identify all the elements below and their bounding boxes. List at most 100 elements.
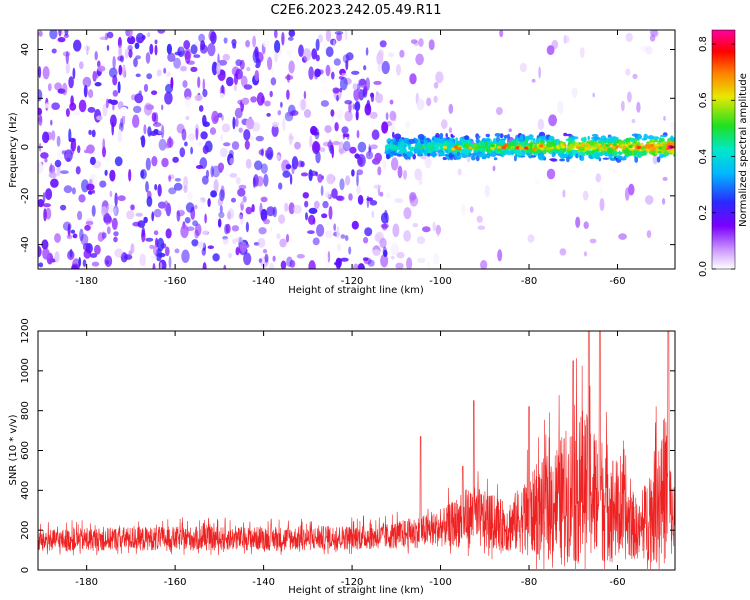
colorbar-tick-label: 0.4: [698, 149, 709, 165]
spectrogram-cell: [269, 226, 273, 233]
spectrogram-cell: [587, 135, 590, 141]
spectrogram-cell: [312, 237, 320, 246]
spectrogram-cell: [82, 76, 92, 88]
spectrogram-cell: [427, 141, 432, 149]
spectrogram-cell: [184, 217, 191, 224]
spectrogram-cell: [63, 185, 73, 194]
spectrogram-cell: [153, 128, 160, 135]
spectrogram-cell: [379, 191, 384, 197]
spectrogram-cell: [557, 100, 564, 115]
spectrogram-cell: [344, 30, 348, 41]
spectrogram-cell: [168, 255, 172, 269]
spectrogram-cell: [289, 174, 293, 185]
spectrogram-cell: [527, 234, 535, 243]
spectrogram-peak: [442, 145, 448, 149]
spectrogram-cell: [45, 188, 53, 201]
spectrogram-cell: [423, 151, 429, 154]
spectrogram-cell: [338, 141, 345, 155]
spectrogram-cell: [183, 176, 189, 189]
spectrogram-cell: [271, 67, 275, 77]
spectrogram-cell: [471, 153, 478, 156]
spectrogram-peak: [611, 145, 616, 149]
spectrogram-cell: [394, 198, 404, 203]
spectrogram-cell: [163, 67, 167, 74]
spectrogram-cell: [220, 134, 223, 141]
spectrogram-cell: [660, 134, 667, 138]
spectrogram-cell: [485, 133, 490, 138]
spectrogram-cell: [389, 99, 394, 105]
spectrogram-cell: [435, 132, 440, 139]
spectrogram-cell: [403, 137, 410, 144]
spectrogram-cell: [200, 131, 208, 140]
spectrogram-cell: [554, 138, 561, 146]
spectrogram-cell: [271, 124, 279, 137]
spectrogram-cell: [281, 159, 290, 173]
spectrogram-cell: [106, 204, 115, 214]
spectrogram-cell: [433, 95, 438, 103]
spectrogram-cell: [264, 149, 272, 154]
spectrogram-cell: [195, 165, 204, 169]
spectrogram-cell: [380, 212, 389, 224]
spectrogram-cell: [282, 118, 286, 131]
spectrogram-cell: [167, 52, 176, 62]
spectrogram-cell: [349, 146, 357, 154]
spectrogram-cell: [91, 261, 100, 267]
spectrogram-cell: [89, 253, 98, 258]
spectrogram-cell: [664, 149, 668, 157]
spectrogram-cell: [557, 152, 565, 157]
spectrogram-cell: [612, 136, 617, 143]
spectrogram-cell: [345, 59, 349, 71]
spectrogram-cell: [238, 127, 243, 133]
spectrogram-peak: [578, 146, 584, 150]
spectrogram-cell: [485, 148, 491, 153]
spectrogram-peak: [654, 143, 659, 147]
spectrogram-cell: [226, 76, 234, 87]
spectrogram-cell: [191, 239, 199, 247]
spectrogram-cell: [657, 124, 666, 136]
spectrogram-cell: [381, 121, 389, 134]
spectrogram-cell: [277, 110, 282, 116]
spectrogram-cell: [42, 192, 46, 203]
spectrogram-cell: [78, 257, 81, 267]
spectrogram-cell: [414, 168, 423, 181]
spectrogram-cell: [499, 133, 504, 139]
spectrogram-cell: [606, 147, 614, 155]
spectrogram-cell: [85, 220, 94, 226]
spectrogram-cell: [286, 73, 291, 83]
spectrogram-cell: [72, 233, 78, 239]
spectrogram-cell: [254, 160, 263, 171]
spectrogram-cell: [91, 129, 96, 138]
spectrogram-cell: [649, 34, 656, 42]
spectrogram-cell: [563, 34, 567, 45]
spectrogram-cell: [508, 128, 512, 132]
spectrogram-cell: [531, 78, 536, 83]
spectrogram-cell: [563, 132, 568, 137]
spectrogram-peak: [515, 146, 520, 150]
spectrogram-cell: [492, 165, 496, 172]
spectrogram-cell: [380, 254, 389, 268]
spectrogram-cell: [105, 151, 112, 164]
spectrogram-cell: [114, 192, 118, 207]
spectrogram-cell: [595, 173, 602, 183]
spectrogram-cell: [71, 264, 79, 269]
spectrogram-cell: [321, 213, 328, 219]
spectrogram-cell: [118, 64, 123, 76]
spectrogram-cell: [157, 184, 162, 197]
spectrogram-cell: [143, 83, 149, 93]
spectrogram-cell: [145, 237, 154, 242]
spectrogram-cell: [236, 236, 244, 243]
spectrogram-peak: [640, 146, 645, 150]
spectrogram-cell: [409, 73, 417, 85]
spectrogram-cell: [462, 136, 465, 142]
spectrogram-cell: [38, 262, 44, 268]
spectrogram-cell: [313, 200, 320, 209]
spectrogram-cell: [308, 260, 316, 269]
spectrogram-cell: [424, 156, 432, 169]
x-tick-label: -120: [341, 276, 364, 287]
spectrogram-cell: [140, 135, 146, 148]
spectrogram-cell: [363, 65, 367, 71]
spectrogram-cell: [223, 37, 228, 44]
spectrogram-cell: [627, 91, 632, 103]
spectrogram-peak: [453, 145, 459, 149]
spectrogram-cell: [77, 210, 83, 221]
